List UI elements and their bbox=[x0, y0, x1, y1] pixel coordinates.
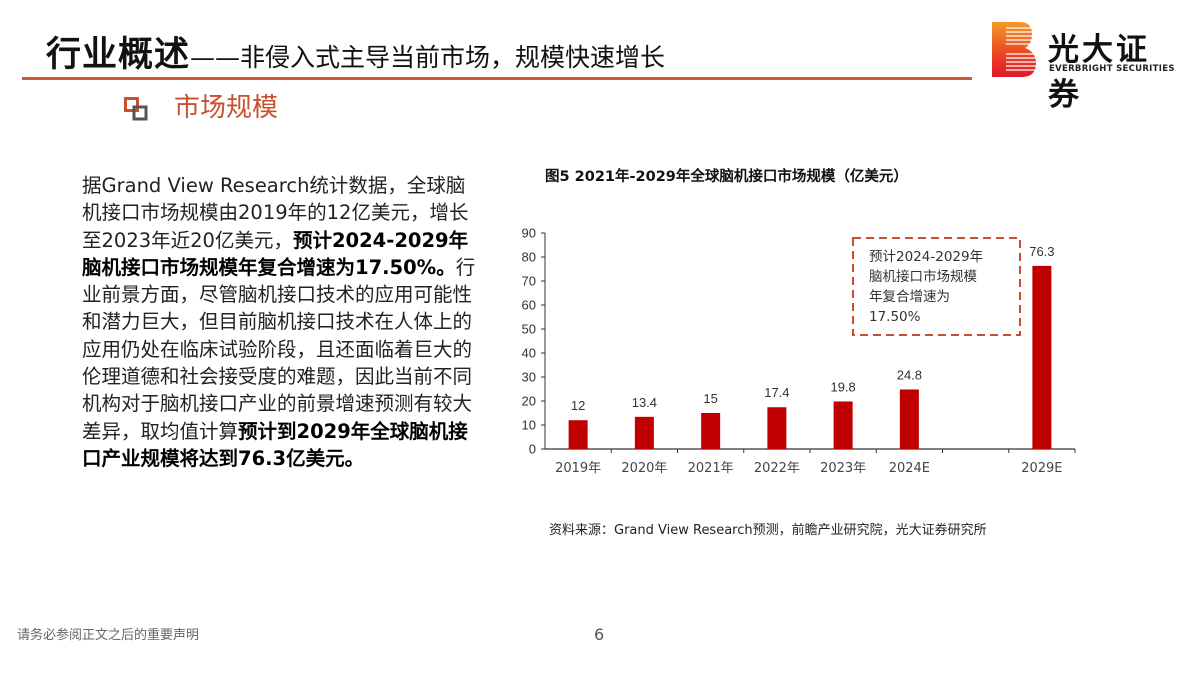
bar bbox=[1032, 265, 1052, 449]
annotation-text: 17.50% bbox=[869, 309, 921, 325]
body-text-segment: 据Grand View Research统计数据，全球脑机接口市场规模由2019… bbox=[82, 174, 469, 252]
x-tick-label: 2020年 bbox=[621, 461, 667, 476]
logo-name-en: EVERBRIGHT SECURITIES bbox=[1049, 64, 1175, 74]
page-title-main: 行业概述 bbox=[46, 35, 191, 75]
y-tick-label: 0 bbox=[529, 442, 536, 457]
y-tick-label: 20 bbox=[522, 394, 536, 409]
x-tick-label: 2029E bbox=[1021, 461, 1062, 476]
disclaimer-note: 请务必参阅正文之后的重要声明 bbox=[17, 628, 200, 643]
logo-name-cn: 光大证券 bbox=[1048, 32, 1150, 113]
y-tick-label: 70 bbox=[522, 274, 536, 289]
bar bbox=[899, 389, 919, 449]
title-divider bbox=[22, 77, 972, 80]
cagr-annotation-box bbox=[852, 237, 1021, 336]
section-label: 市场规模 bbox=[174, 93, 279, 123]
annotation-text: 年复合增速为 bbox=[869, 288, 950, 305]
annotation-text: 预计2024-2029年 bbox=[869, 249, 983, 265]
bar bbox=[833, 401, 853, 449]
y-tick-label: 10 bbox=[522, 418, 536, 433]
y-tick-label: 90 bbox=[522, 226, 536, 241]
chart-source: 资料来源：Grand View Research预测，前瞻产业研究院，光大证券研… bbox=[549, 523, 987, 538]
x-tick-label: 2019年 bbox=[555, 461, 601, 476]
x-tick-label: 2022年 bbox=[754, 461, 800, 476]
x-tick-label: 2023年 bbox=[820, 461, 866, 476]
page-title-sub: ——非侵入式主导当前市场，规模快速增长 bbox=[190, 43, 666, 72]
bar bbox=[701, 413, 721, 449]
bar-value-label: 15 bbox=[703, 391, 717, 406]
body-text-emphasis: 预计到2029年全球脑机接口产业规模将达到76.3亿美元。 bbox=[82, 419, 468, 470]
y-tick-label: 80 bbox=[522, 250, 536, 265]
bar-value-label: 76.3 bbox=[1029, 244, 1054, 259]
chart-title: 图5 2021年-2029年全球脑机接口市场规模（亿美元） bbox=[545, 169, 908, 185]
page-number: 6 bbox=[594, 625, 605, 644]
y-tick-label: 50 bbox=[522, 322, 536, 337]
bar bbox=[634, 416, 654, 449]
bar bbox=[568, 420, 588, 449]
x-tick-label: 2024E bbox=[889, 461, 930, 476]
body-text-segment: 行业前景方面，尽管脑机接口技术的应用可能性和潜力巨大，但目前脑机接口技术在人体上… bbox=[82, 255, 476, 443]
bar-value-label: 19.8 bbox=[830, 379, 855, 394]
annotation-text: 脑机接口市场规模 bbox=[869, 268, 977, 285]
everbright-logo: 光大证券 EVERBRIGHT SECURITIES bbox=[992, 22, 1182, 113]
y-tick-label: 30 bbox=[522, 370, 536, 385]
bar-value-label: 12 bbox=[571, 398, 585, 413]
body-text-emphasis: 预计2024-2029年脑机接口市场规模年复合增速为17.50%。 bbox=[82, 228, 469, 279]
everbright-b-logo-icon bbox=[992, 22, 1036, 77]
y-tick-label: 40 bbox=[522, 346, 536, 361]
page-title: 行业概述——非侵入式主导当前市场，规模快速增长 bbox=[46, 26, 665, 77]
overlapping-squares-icon bbox=[124, 97, 148, 121]
bar-value-label: 13.4 bbox=[632, 395, 657, 410]
body-paragraph: 据Grand View Research统计数据，全球脑机接口市场规模由2019… bbox=[82, 172, 477, 472]
bar-chart: 0 10 20 30 40 50 60 70 80 90 12 2019年 13.4 2020年 15 202… bbox=[522, 226, 1076, 476]
x-tick-label: 2021年 bbox=[688, 461, 734, 476]
y-tick-label: 60 bbox=[522, 298, 536, 313]
bar bbox=[767, 407, 787, 449]
bar-value-label: 17.4 bbox=[764, 385, 789, 400]
bar-value-label: 24.8 bbox=[897, 367, 922, 382]
